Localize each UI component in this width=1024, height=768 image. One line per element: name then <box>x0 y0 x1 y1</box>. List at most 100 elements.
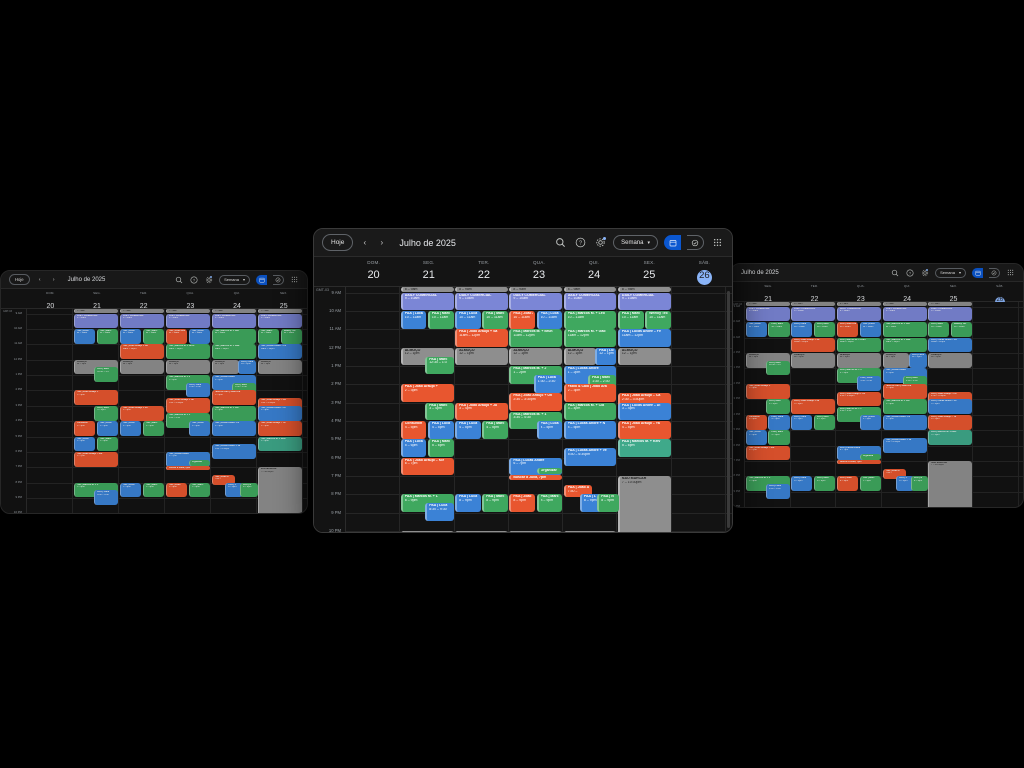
calendar-event[interactable]: 8 – 9am <box>257 309 302 313</box>
calendar-event[interactable]: PAA | João A 7:30 – <box>882 468 907 479</box>
calendar-event[interactable]: DAILY COMERCIAL 9 – 10am <box>455 292 508 311</box>
calendar-event[interactable]: DAILY COMERCIAL 9 – 10am <box>257 313 302 329</box>
view-selector[interactable]: Semana ▾ <box>219 274 250 285</box>
day-column[interactable] <box>672 287 726 532</box>
calendar-event[interactable]: 8 – 9am <box>882 302 927 307</box>
view-selector[interactable]: Semana ▾ <box>613 235 658 250</box>
today-button[interactable]: Hoje <box>322 234 354 251</box>
calendar-event[interactable]: PAA | Luca 10 – 11am <box>400 310 427 329</box>
calendar-event[interactable]: Organizar <box>536 467 563 475</box>
calendar-event[interactable]: PAA | Marcos M. + Gab 11am – 12pm <box>211 344 256 360</box>
calendar-event[interactable]: PAA | Luca 4 – 5pm <box>455 420 481 439</box>
calendar-event[interactable]: PAA | Luca 4 – 5pm <box>536 420 563 439</box>
calendar-event[interactable]: PAA | Marc 10 – 11am <box>768 322 790 337</box>
prev-week-icon[interactable]: ‹ <box>38 276 41 283</box>
calendar-event[interactable] <box>74 513 119 514</box>
calendar-event[interactable]: Weekly Tec 10 – 11am <box>645 310 671 329</box>
help-icon[interactable]: ? <box>573 236 587 250</box>
calendar-event[interactable]: PAA | Marcos M. + Clá 3 – 4pm <box>211 405 256 421</box>
calendar-view-icon[interactable] <box>972 267 983 278</box>
calendar-event[interactable]: ALMOÇO 12 – 1pm <box>165 359 210 375</box>
calendar-event[interactable]: PAA | Luca 10 – 11am <box>188 328 210 344</box>
calendar-event[interactable]: 8 – 9am <box>563 287 617 292</box>
calendar-event[interactable]: Organizar <box>859 454 881 460</box>
calendar-event[interactable]: PAA | Luca 4 – 5pm <box>188 421 210 436</box>
calendar-event[interactable]: 8 – 9am <box>211 309 256 313</box>
tasks-view-icon[interactable] <box>273 274 284 285</box>
calendar-event[interactable]: ALMOÇO 12 – 1pm <box>211 359 239 375</box>
day-header-22[interactable]: TER. 22 <box>456 257 511 286</box>
calendar-event[interactable]: 8 – 9am <box>745 302 790 307</box>
apps-grid-icon[interactable] <box>1006 268 1015 277</box>
calendar-event[interactable]: 8 – 9am <box>791 302 836 307</box>
calendar-event[interactable] <box>400 530 454 532</box>
day-column[interactable] <box>928 302 974 507</box>
calendar-event[interactable]: PAA | Marc 8 – 9pm <box>814 476 836 492</box>
calendar-event[interactable]: PAA | Lucas Andre – Fe 11am – 12pm <box>257 344 302 360</box>
calendar-event[interactable]: PAA | Marc 8 – 9pm <box>859 476 881 492</box>
calendar-event[interactable]: PAA | Marc 8 – 9pm <box>142 482 164 498</box>
day-header[interactable]: SÁB. 26 <box>977 282 1023 307</box>
calendar-event[interactable]: 8 – 9am <box>455 287 508 292</box>
day-column[interactable] <box>27 309 73 513</box>
day-column[interactable] <box>882 302 928 507</box>
calendar-event[interactable]: PAA | Marc 4 – 5pm <box>814 414 836 430</box>
day-column[interactable] <box>257 309 303 513</box>
calendar-event[interactable]: PAA | Lucas Andre – Di 3 – 4pm <box>257 405 302 421</box>
calendar-event[interactable]: Fábio & Caio | João Ara 2 – 3pm <box>211 390 256 406</box>
vertical-scrollbar[interactable] <box>727 291 730 528</box>
calendar-event[interactable]: PAA | Lucas Andre – Fe 11am – 12pm <box>617 329 671 347</box>
calendar-event[interactable]: PAA | Luca 4 – 5pm <box>427 420 454 439</box>
calendar-event[interactable]: PAA | Marcos M. + Leo 10 – 11am <box>211 328 256 344</box>
calendar-event[interactable]: PAA | Luca 1:30 – 2:30 <box>533 375 563 393</box>
day-column[interactable] <box>165 309 211 513</box>
calendar-event[interactable]: PAA | Marcos M. + Clá 3 – 4pm <box>563 402 617 421</box>
calendar-event[interactable]: PAA | Luca 10 – 11am <box>791 322 813 337</box>
calendar-event[interactable]: PAA | Luca 8:30 – 9:30 <box>425 503 454 522</box>
calendar-event[interactable]: ALMOÇO 12 – 1pm <box>928 352 973 368</box>
calendar-event[interactable]: PAA | Marcos M. + Brun 11am – 12pm <box>509 329 563 347</box>
calendar-grid-right[interactable]: GMT-03 9 AM 10 AM 11 AM 12 PM 1 PM 2 PM 3 PM 4 P… <box>731 302 1023 508</box>
calendar-event[interactable] <box>509 530 563 532</box>
calendar-event[interactable]: PAA | João A 7:30 – <box>211 474 236 486</box>
calendar-view-icon[interactable] <box>664 235 681 250</box>
calendar-event[interactable]: PAA | João Araujo – Ya 4 – 5pm <box>257 421 302 436</box>
search-icon[interactable] <box>553 236 567 250</box>
day-header[interactable]: QUA. 23 <box>838 282 884 303</box>
day-header-25[interactable]: SEX. 25 <box>622 257 677 286</box>
calendar-event[interactable]: PAA | João Araujo – Ya 4 – 5pm <box>928 414 973 430</box>
calendar-event[interactable]: DAILY COMERCIAL 9 – 10am <box>791 306 836 322</box>
calendar-grid-main[interactable]: GMT-03 9 AM 10 AM 11 AM 12 PM 1 PM 2 PM 3 PM 4 P… <box>314 287 732 532</box>
calendar-event[interactable]: ALMOÇO 12 – 1pm <box>791 352 836 368</box>
day-column[interactable] <box>400 287 455 532</box>
calendar-event[interactable]: PAA | João Araujo + Jú 3 – 4pm <box>791 399 836 415</box>
calendar-event[interactable]: PAA | Marc 10 – 11am <box>617 310 644 329</box>
calendar-event[interactable]: ALMOÇO 12 – 1pm <box>882 352 910 368</box>
calendar-event[interactable]: PAA | João Araujo – Kle 6 – 7pm <box>73 451 118 467</box>
calendar-event[interactable] <box>837 507 881 508</box>
day-column[interactable] <box>211 309 257 513</box>
calendar-event[interactable]: PAA | Luca 8 – 9pm <box>455 494 481 512</box>
calendar-event[interactable]: PAA | Luca 4 – 5pm <box>119 421 141 436</box>
tasks-view-icon[interactable] <box>989 267 1000 278</box>
calendar-event[interactable] <box>120 513 165 514</box>
calendar-event[interactable] <box>791 507 835 508</box>
calendar-event[interactable]: PAA | Lucas Andre + Ve 5:30 – 6:30pm <box>563 448 617 467</box>
calendar-event[interactable]: PAA | João 8 – 9pm <box>836 476 859 492</box>
calendar-event[interactable]: PAA | João Araujo – Ra10 – 11am <box>165 328 187 344</box>
day-column[interactable] <box>455 287 509 532</box>
day-header[interactable]: SEX. 25 <box>260 289 307 310</box>
calendar-event[interactable]: 8 – 9am <box>617 287 671 292</box>
view-selector[interactable]: Semana ▾ <box>935 267 966 278</box>
calendar-event[interactable]: PAA | João Araujo – Kle 6 – 7pm <box>745 445 790 461</box>
calendar-event[interactable]: DAILY COMERCIAL 9 – 10am <box>563 292 617 311</box>
search-icon[interactable] <box>174 275 183 284</box>
calendar-event[interactable]: PAA | Marc 5 – 6pm <box>427 439 454 457</box>
day-header[interactable]: DOM. 20 <box>27 289 74 310</box>
calendar-event[interactable]: PAA | Lucas Andre + Ve 5:30 – 6:30pm <box>882 437 927 453</box>
calendar-event[interactable]: PAA | Marcos M. + Clá 3 – 4pm <box>882 399 927 415</box>
